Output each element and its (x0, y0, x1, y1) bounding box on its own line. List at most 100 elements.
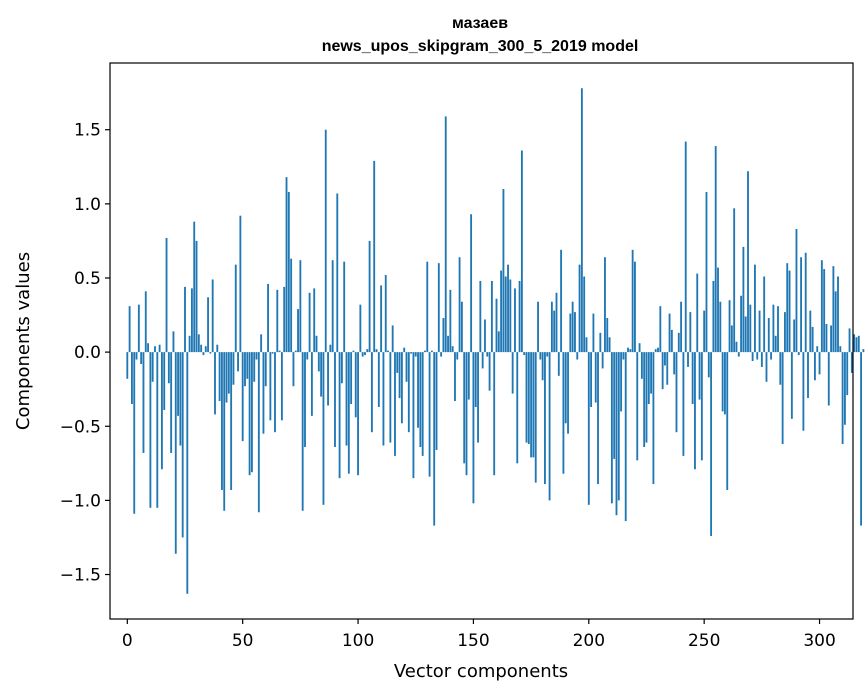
bar-55 (253, 352, 256, 382)
bar-241 (682, 352, 685, 456)
bar-292 (800, 257, 803, 353)
bar-218 (629, 349, 632, 353)
bar-259 (724, 352, 726, 415)
bar-111 (382, 352, 385, 446)
bar-29 (193, 221, 196, 353)
x-tick-label: 300 (803, 631, 835, 651)
bar-265 (737, 352, 740, 357)
bar-264 (735, 341, 738, 353)
bar-series (126, 88, 865, 594)
bar-222 (638, 343, 641, 353)
bar-193 (571, 301, 574, 353)
bar-179 (539, 352, 542, 360)
bar-172 (523, 352, 526, 356)
bar-221 (636, 352, 639, 461)
bar-74 (297, 309, 299, 353)
bar-31 (197, 334, 200, 353)
bar-169 (516, 352, 519, 464)
bar-197 (580, 88, 583, 353)
bar-303 (825, 323, 828, 353)
bar-279 (770, 352, 773, 360)
bar-59 (262, 352, 265, 434)
bar-96 (347, 352, 350, 474)
bar-136 (440, 352, 443, 357)
bar-34 (204, 346, 207, 353)
y-tick-label: −1.5 (60, 566, 101, 586)
bar-69 (285, 177, 288, 353)
bar-67 (280, 352, 283, 421)
bar-296 (809, 310, 812, 353)
bar-144 (458, 257, 461, 353)
bar-208 (606, 318, 609, 353)
bar-298 (814, 352, 816, 381)
chart-subtitle: news_upos_skipgram_300_5_2019 model (322, 38, 639, 55)
y-axis-ticks: −1.5 −1.0 −0.5 0.0 0.5 1.0 1.5 (60, 121, 110, 586)
bar-234 (666, 352, 669, 385)
bar-94 (343, 261, 346, 353)
bar-235 (668, 313, 671, 353)
bar-216 (624, 352, 627, 522)
bar-46 (232, 352, 235, 385)
bar-84 (320, 352, 323, 397)
y-tick-label: −0.5 (60, 417, 101, 437)
bar-203 (594, 352, 597, 403)
bar-78 (306, 352, 309, 360)
bar-273 (756, 352, 759, 360)
bar-263 (733, 208, 736, 353)
bar-45 (230, 352, 233, 491)
bar-25 (184, 286, 186, 353)
bar-121 (405, 352, 408, 382)
bar-23 (179, 352, 182, 446)
bar-272 (754, 264, 756, 353)
bar-229 (654, 349, 657, 353)
bar-81 (313, 288, 316, 353)
bar-186 (555, 292, 558, 353)
bar-56 (255, 352, 258, 360)
bar-162 (500, 270, 503, 353)
bar-49 (239, 215, 242, 353)
bar-140 (449, 289, 452, 353)
bar-232 (661, 352, 664, 390)
bar-109 (377, 352, 380, 407)
bar-180 (541, 352, 544, 381)
bar-178 (537, 301, 539, 353)
bar-238 (675, 352, 678, 433)
bar-73 (294, 350, 297, 353)
bar-82 (315, 335, 318, 353)
bar-196 (578, 264, 581, 353)
bar-177 (534, 352, 537, 483)
bar-247 (696, 273, 699, 353)
bar-262 (730, 325, 733, 353)
bar-251 (705, 191, 708, 353)
bar-299 (816, 346, 819, 353)
bar-58 (260, 334, 263, 353)
bar-271 (751, 352, 754, 362)
bar-3 (133, 352, 136, 514)
bar-115 (391, 325, 394, 353)
bar-33 (202, 352, 205, 356)
bar-239 (677, 332, 680, 353)
bar-61 (267, 283, 269, 353)
bar-215 (622, 352, 625, 360)
bar-89 (331, 260, 334, 353)
bar-87 (327, 352, 329, 406)
bar-161 (497, 331, 500, 353)
bar-72 (292, 352, 295, 387)
bar-160 (495, 298, 498, 353)
bar-24 (181, 352, 184, 538)
bar-311 (844, 352, 846, 425)
bar-211 (613, 352, 616, 459)
bar-225 (645, 352, 648, 443)
bar-88 (329, 344, 332, 353)
bar-182 (546, 352, 549, 357)
bar-310 (841, 352, 844, 445)
bar-155 (484, 319, 486, 353)
bar-92 (338, 352, 341, 479)
bar-158 (490, 280, 493, 353)
bar-27 (188, 335, 191, 353)
bar-95 (345, 352, 348, 446)
bar-17 (165, 237, 168, 353)
bar-131 (428, 352, 431, 477)
bar-54 (250, 352, 253, 473)
